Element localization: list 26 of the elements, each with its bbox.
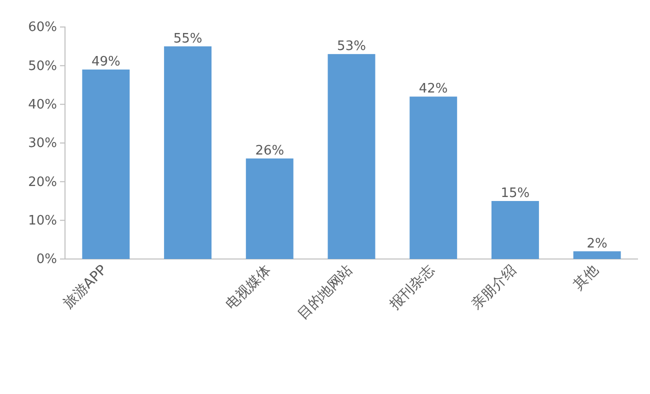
bar <box>573 251 621 259</box>
bar <box>410 96 458 259</box>
y-tick-label: 50% <box>28 58 57 74</box>
bar <box>328 54 376 259</box>
data-label: 26% <box>255 143 284 158</box>
bar <box>82 70 130 259</box>
y-tick-label: 20% <box>28 174 57 190</box>
x-tick-label: 目的地网站 <box>295 262 356 323</box>
x-tick-label: 其他 <box>570 262 602 294</box>
data-label: 49% <box>91 54 120 70</box>
x-tick-label: 报刊杂志 <box>386 262 438 314</box>
y-tick-label: 40% <box>28 97 57 112</box>
data-label: 53% <box>337 39 366 54</box>
bar <box>164 46 212 259</box>
data-label: 2% <box>586 236 608 252</box>
bar <box>246 158 294 259</box>
y-tick-label: 30% <box>28 136 57 152</box>
y-tick-label: 0% <box>36 252 57 268</box>
y-tick-label: 10% <box>28 213 57 228</box>
y-tick-label: 60% <box>28 20 57 36</box>
data-label: 42% <box>418 82 448 97</box>
data-label: 15% <box>500 186 530 201</box>
x-tick-label: 亲朋介绍 <box>468 262 520 314</box>
x-tick-label: 电视媒体 <box>223 262 274 314</box>
bar <box>491 201 539 259</box>
data-label: 55% <box>173 31 202 46</box>
